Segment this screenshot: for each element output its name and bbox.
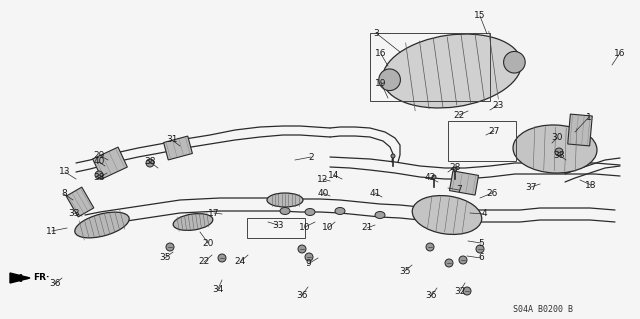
Text: 40: 40 [93, 158, 105, 167]
Text: 14: 14 [328, 170, 340, 180]
Ellipse shape [555, 148, 563, 156]
Ellipse shape [75, 212, 129, 238]
Text: 2: 2 [308, 152, 314, 161]
Text: 13: 13 [60, 167, 71, 176]
Ellipse shape [432, 175, 436, 179]
Text: 38: 38 [553, 151, 564, 160]
Text: 9: 9 [305, 259, 311, 269]
Ellipse shape [375, 211, 385, 219]
Text: 15: 15 [474, 11, 486, 20]
Text: 22: 22 [198, 257, 210, 266]
Ellipse shape [463, 287, 471, 295]
Text: FR·: FR· [33, 273, 49, 283]
Text: 42: 42 [424, 174, 436, 182]
Ellipse shape [476, 245, 484, 253]
Text: 3: 3 [373, 28, 379, 38]
Bar [164, 136, 193, 160]
Text: 18: 18 [585, 181, 596, 189]
Bar [448, 121, 516, 161]
Text: 33: 33 [272, 220, 284, 229]
Ellipse shape [445, 259, 453, 267]
Bar [66, 187, 94, 217]
Text: 11: 11 [46, 226, 58, 235]
Text: S04A B0200 B: S04A B0200 B [513, 305, 573, 314]
Ellipse shape [379, 69, 401, 91]
Text: 40: 40 [317, 189, 329, 197]
Ellipse shape [335, 207, 345, 214]
Text: 21: 21 [362, 224, 372, 233]
Ellipse shape [280, 207, 290, 214]
Text: 5: 5 [478, 239, 484, 248]
Text: 12: 12 [317, 174, 329, 183]
Ellipse shape [453, 167, 457, 171]
Ellipse shape [173, 214, 213, 230]
Text: 35: 35 [159, 254, 171, 263]
Polygon shape [10, 273, 30, 283]
Ellipse shape [305, 253, 313, 261]
Text: 20: 20 [202, 239, 214, 248]
Text: 36: 36 [49, 279, 61, 288]
Text: 19: 19 [375, 78, 387, 87]
Text: 41: 41 [369, 189, 381, 197]
Text: 16: 16 [614, 48, 626, 57]
Ellipse shape [426, 243, 434, 251]
Text: 34: 34 [212, 285, 224, 293]
Text: 27: 27 [488, 127, 500, 136]
Text: 31: 31 [166, 136, 178, 145]
Bar [370, 33, 490, 101]
Bar [93, 147, 127, 179]
Text: 17: 17 [208, 209, 220, 218]
Text: 16: 16 [375, 49, 387, 58]
Bar [247, 218, 305, 238]
Ellipse shape [95, 171, 103, 179]
Text: 38: 38 [93, 174, 105, 182]
Text: 8: 8 [61, 189, 67, 198]
Text: 4: 4 [481, 210, 487, 219]
Ellipse shape [459, 256, 467, 264]
Text: 10: 10 [323, 224, 333, 233]
Text: 38: 38 [144, 158, 156, 167]
Ellipse shape [504, 51, 525, 73]
Text: 26: 26 [486, 189, 498, 197]
Text: 24: 24 [234, 257, 246, 266]
Ellipse shape [305, 209, 315, 216]
Ellipse shape [166, 243, 174, 251]
Text: 35: 35 [399, 266, 411, 276]
Text: 22: 22 [453, 110, 465, 120]
Text: 7: 7 [456, 186, 462, 195]
Text: 28: 28 [449, 162, 461, 172]
Text: 10: 10 [300, 222, 311, 232]
Ellipse shape [218, 254, 226, 262]
Text: 23: 23 [492, 100, 504, 109]
Text: 32: 32 [454, 286, 466, 295]
Text: 29: 29 [93, 151, 105, 160]
Ellipse shape [146, 159, 154, 167]
Text: 6: 6 [478, 254, 484, 263]
Ellipse shape [267, 193, 303, 207]
Text: 33: 33 [68, 209, 80, 218]
Bar [449, 171, 479, 195]
Ellipse shape [383, 34, 522, 108]
Text: 36: 36 [425, 292, 436, 300]
Ellipse shape [412, 196, 482, 234]
Bar [568, 114, 592, 146]
Ellipse shape [298, 245, 306, 253]
Text: 30: 30 [551, 133, 563, 143]
Ellipse shape [513, 125, 597, 173]
Ellipse shape [391, 154, 395, 158]
Text: 36: 36 [296, 291, 308, 300]
Text: 1: 1 [586, 113, 592, 122]
Text: 37: 37 [525, 182, 537, 191]
